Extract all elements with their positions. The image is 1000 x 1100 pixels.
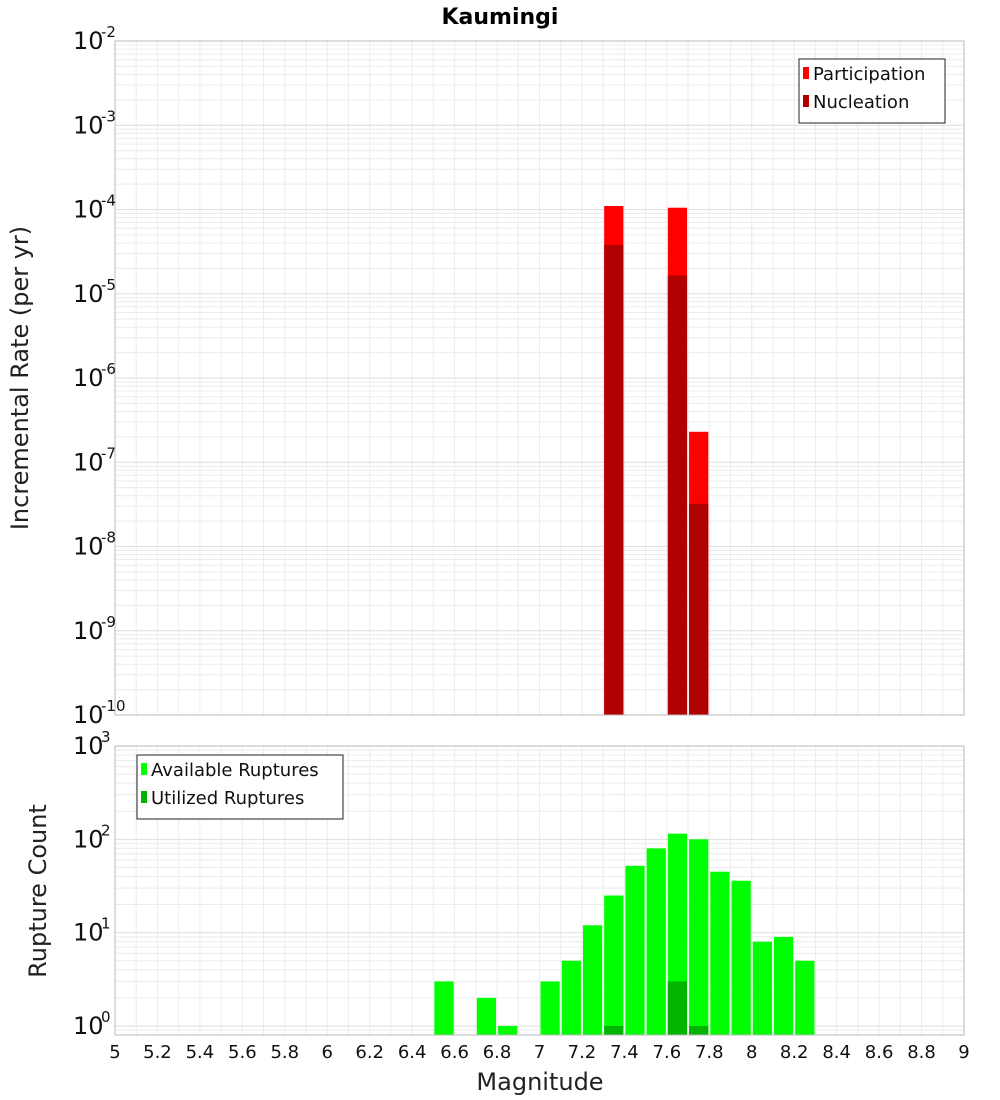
top-y-tick-exponent: -2	[101, 23, 116, 41]
x-tick-label: 6.2	[355, 1042, 384, 1063]
bottom-y-tick-exponent: 2	[101, 821, 111, 839]
top-legend-swatch-0	[803, 67, 809, 79]
top-y-tick-exponent: -7	[101, 444, 116, 462]
top-y-tick-exponent: -4	[101, 192, 116, 210]
top-y-tick-exponent: -9	[101, 613, 116, 631]
bottom-bar-1-0	[604, 1025, 624, 1035]
x-tick-label: 6.8	[483, 1042, 512, 1063]
bottom-bar-0-13	[752, 941, 772, 1035]
x-axis-ticks: 5 5.2 5.4 5.6 5.8 6 6.2 6.4 6.6 6.8 7 7.2 7.4 7.6 7.8 8…	[109, 1042, 969, 1063]
x-tick-label: 5.2	[143, 1042, 172, 1063]
bottom-y-tick-exponent: 0	[101, 1008, 111, 1026]
x-tick-label: 8.4	[822, 1042, 851, 1063]
bottom-plot-y-axis-label: Rupture Count	[24, 804, 52, 978]
top-plot-grid	[114, 41, 965, 716]
top-bar-1-1	[667, 275, 688, 715]
x-axis-label: Magnitude	[476, 1068, 603, 1096]
x-tick-label: 5.8	[270, 1042, 299, 1063]
bottom-y-tick-label: 10	[73, 732, 104, 760]
x-tick-label: 9	[958, 1042, 969, 1063]
x-tick-label: 7.6	[653, 1042, 682, 1063]
bottom-bar-0-2	[498, 1025, 518, 1035]
bottom-bar-1-1	[667, 981, 688, 1035]
chart-title: Kaumingi	[442, 5, 559, 30]
x-tick-label: 8.2	[780, 1042, 809, 1063]
bottom-legend-swatch-1	[141, 791, 147, 803]
x-tick-label: 8.6	[865, 1042, 894, 1063]
top-y-tick-exponent: -10	[101, 697, 126, 715]
bottom-bar-0-10	[689, 839, 709, 1035]
bottom-y-tick-label: 10	[73, 919, 104, 947]
bottom-y-tick-exponent: 3	[101, 728, 111, 746]
top-plot-bars	[604, 206, 709, 716]
bottom-bar-0-3	[540, 981, 560, 1035]
top-y-tick-label: 10	[73, 701, 104, 729]
bottom-plot-frame	[114, 745, 965, 1036]
bottom-bar-0-6	[604, 895, 624, 1035]
top-y-tick-label: 10	[73, 196, 104, 224]
bottom-y-tick-label: 10	[73, 1012, 104, 1040]
top-y-tick-label: 10	[73, 364, 104, 392]
top-legend-box	[798, 58, 946, 124]
x-tick-label: 5.4	[186, 1042, 215, 1063]
top-plot-frame	[114, 40, 965, 716]
top-y-tick-label: 10	[73, 111, 104, 139]
x-tick-label: 7.4	[610, 1042, 639, 1063]
bottom-legend-swatch-0	[141, 763, 147, 775]
bottom-plot-bars	[434, 833, 815, 1035]
bottom-bar-1-2	[689, 1025, 709, 1035]
bottom-bar-0-5	[582, 925, 603, 1035]
bottom-y-tick-label: 10	[73, 825, 104, 853]
x-tick-label: 7.8	[695, 1042, 724, 1063]
x-tick-label: 5.6	[228, 1042, 257, 1063]
top-legend-swatch-1	[803, 95, 809, 107]
x-tick-label: 7	[534, 1042, 545, 1063]
bottom-legend-box	[136, 754, 344, 820]
bottom-bar-0-8	[646, 848, 666, 1035]
bottom-bar-0-1	[476, 997, 497, 1035]
bottom-legend-label-1: Utilized Ruptures	[151, 788, 304, 809]
top-y-tick-label: 10	[73, 280, 104, 308]
bottom-bar-0-15	[795, 960, 815, 1035]
bottom-bar-0-14	[773, 936, 794, 1035]
top-y-tick-exponent: -3	[101, 107, 116, 125]
bottom-bar-0-0	[434, 981, 454, 1035]
top-bar-1-0	[604, 244, 624, 715]
x-tick-label: 5	[109, 1042, 120, 1063]
x-tick-label: 7.2	[568, 1042, 597, 1063]
top-y-tick-label: 10	[73, 533, 104, 561]
bottom-plot-legend: Available Ruptures Utilized Ruptures	[136, 754, 344, 820]
x-tick-label: 6.4	[398, 1042, 427, 1063]
x-tick-label: 6.6	[440, 1042, 469, 1063]
top-plot-legend: Participation Nucleation	[798, 58, 946, 124]
top-legend-label-1: Nucleation	[813, 92, 909, 113]
bottom-bar-0-12	[731, 880, 751, 1035]
x-tick-label: 6	[322, 1042, 333, 1063]
top-y-tick-exponent: -5	[101, 276, 116, 294]
top-y-tick-label: 10	[73, 27, 104, 55]
top-bar-1-2	[689, 503, 709, 715]
bottom-bar-0-11	[710, 871, 730, 1035]
top-y-tick-label: 10	[73, 448, 104, 476]
top-legend-label-0: Participation	[813, 64, 925, 85]
top-y-tick-exponent: -8	[101, 529, 116, 547]
bottom-y-tick-exponent: 1	[101, 915, 111, 933]
top-y-tick-exponent: -6	[101, 360, 116, 378]
top-plot-y-axis-label: Incremental Rate (per yr)	[6, 226, 34, 530]
x-tick-label: 8.8	[907, 1042, 936, 1063]
bottom-bar-0-7	[625, 865, 645, 1035]
top-y-tick-label: 10	[73, 617, 104, 645]
bottom-legend-label-0: Available Ruptures	[151, 760, 319, 781]
bottom-bar-0-4	[561, 960, 581, 1035]
x-tick-label: 8	[746, 1042, 757, 1063]
